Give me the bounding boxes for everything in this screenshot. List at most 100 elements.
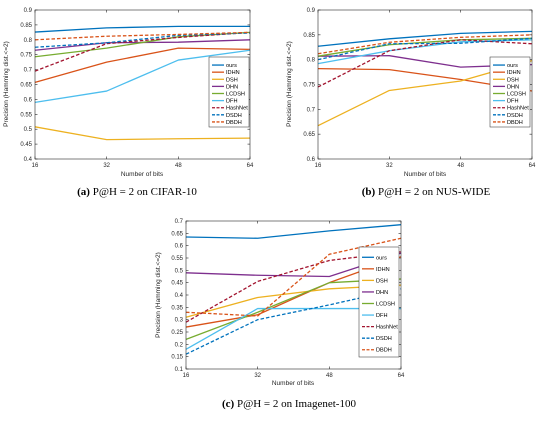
x-tick-label: 32 (386, 163, 393, 169)
x-tick-label: 48 (326, 373, 333, 379)
y-tick-label: 0.8 (24, 38, 33, 44)
legend-label-ours: ours (507, 63, 518, 69)
x-tick-label: 16 (32, 163, 39, 169)
legend-label-dfh: DFH (507, 99, 519, 105)
legend-label-dfh: DFH (376, 313, 388, 319)
y-tick-label: 0.75 (20, 53, 32, 59)
caption-text: P@H = 2 on CIFAR-10 (90, 186, 197, 198)
caption-text: P@H = 2 on NUS-WIDE (375, 186, 490, 198)
y-tick-label: 0.25 (171, 330, 183, 336)
legend-label-dsh: DSH (376, 278, 388, 284)
series-line-dbdh (185, 237, 402, 317)
legend-label-lcdsh: LCDSH (507, 92, 526, 98)
y-tick-label: 0.1 (175, 367, 184, 373)
chart-caption: (c) P@H = 2 on Imagenet-100 (222, 398, 356, 410)
legend-label-dhn: DHN (507, 84, 519, 90)
x-tick-label: 16 (315, 163, 322, 169)
y-tick-label: 0.6 (307, 157, 316, 163)
y-tick-label: 0.5 (175, 268, 184, 274)
legend-label-dsh: DSH (507, 77, 519, 83)
series-line-dbdh (317, 34, 533, 55)
x-tick-label: 64 (529, 163, 536, 169)
y-tick-label: 0.9 (24, 8, 33, 14)
legend-label-hashnet: HashNet (226, 106, 248, 112)
series-line-dsdh (34, 32, 251, 48)
x-tick-label: 64 (247, 163, 254, 169)
legend-label-dsdh: DSDH (507, 113, 523, 119)
legend-label-hashnet: HashNet (376, 325, 398, 331)
legend-label-lcdsh: LCDSH (226, 92, 245, 98)
series-line-dfh (34, 49, 251, 104)
series-line-ours (34, 25, 250, 33)
legend-label-hashnet: HashNet (507, 106, 529, 112)
x-axis-label: Number of bits (404, 171, 447, 178)
axes-box (34, 9, 251, 160)
legend-label-idhn: IDHN (226, 70, 240, 76)
legend-label-dbdh: DBDH (376, 348, 392, 354)
x-tick-label: 32 (254, 373, 261, 379)
x-tick-label: 48 (457, 163, 464, 169)
y-axis-label: Precision (Hamming dist.<=2) (3, 41, 10, 127)
caption-text: P@H = 2 on Imagenet-100 (234, 398, 356, 410)
axes-box (185, 220, 402, 370)
series-line-dbdh (34, 31, 251, 41)
legend-label-dhn: DHN (376, 290, 388, 296)
chart-2: 0.6 0.65 0.7 0.75 0.8 0.85 0.9 16 32 48 64 Number o… (286, 8, 536, 198)
y-tick-label: 0.4 (175, 293, 184, 299)
legend-label-ours: ours (226, 63, 237, 69)
x-tick-label: 16 (183, 373, 190, 379)
y-tick-label: 0.15 (171, 355, 183, 361)
legend-label-idhn: IDHN (376, 267, 390, 273)
chart-3: 0.1 0.15 0.2 0.25 0.3 0.35 0.4 0.45 0.5 0.55 0.6 0.… (155, 219, 405, 410)
y-tick-label: 0.8 (307, 58, 316, 64)
y-tick-label: 0.65 (20, 83, 32, 89)
chart-caption: (b) P@H = 2 on NUS-WIDE (362, 186, 491, 198)
x-axis-label: Number of bits (121, 171, 164, 178)
caption-letter: (a) (77, 186, 90, 198)
caption-letter: (c) (222, 398, 235, 410)
y-tick-label: 0.85 (20, 23, 32, 29)
y-tick-label: 0.85 (303, 33, 315, 39)
legend-label-lcdsh: LCDSH (376, 302, 395, 308)
y-tick-label: 0.7 (24, 68, 33, 74)
y-tick-label: 0.45 (20, 142, 32, 148)
y-tick-label: 0.7 (175, 219, 184, 225)
y-tick-label: 0.75 (303, 83, 315, 89)
legend-label-dsdh: DSDH (376, 336, 392, 342)
series-line-lcdsh (317, 37, 533, 57)
axes-box (317, 9, 533, 160)
x-tick-label: 48 (175, 163, 182, 169)
legend-label-dfh: DFH (226, 99, 238, 105)
y-tick-label: 0.35 (171, 305, 183, 311)
y-tick-label: 0.4 (24, 157, 33, 163)
legend-label-dsdh: DSDH (226, 113, 242, 119)
series-line-ours (317, 30, 533, 47)
chart-1: 0.4 0.45 0.5 0.55 0.6 0.65 0.7 0.75 0.8 0.85 0.9 16… (3, 8, 254, 198)
legend-box (489, 56, 531, 128)
y-tick-label: 0.55 (171, 256, 183, 262)
x-axis-label: Number of bits (272, 380, 315, 387)
x-tick-label: 32 (103, 163, 110, 169)
x-tick-label: 64 (398, 373, 405, 379)
legend-label-dbdh: DBDH (507, 120, 523, 126)
series-line-hashnet (317, 39, 533, 88)
y-tick-label: 0.5 (24, 127, 33, 133)
y-tick-label: 0.7 (307, 107, 316, 113)
series-line-dsh (34, 126, 251, 141)
legend-box (358, 246, 400, 358)
y-tick-label: 0.65 (303, 132, 315, 138)
legend-label-idhn: IDHN (507, 70, 521, 76)
y-axis-label: Precision (Hamming dist.<=2) (286, 41, 293, 127)
series-line-idhn (34, 47, 251, 84)
series-line-dfh (317, 39, 533, 65)
y-tick-label: 0.65 (171, 231, 183, 237)
y-tick-label: 0.3 (175, 318, 184, 324)
y-axis-label: Precision (Hamming dist.<=2) (155, 252, 162, 338)
y-tick-label: 0.6 (175, 244, 184, 250)
y-tick-label: 0.6 (24, 97, 33, 103)
series-line-ours (185, 224, 402, 239)
